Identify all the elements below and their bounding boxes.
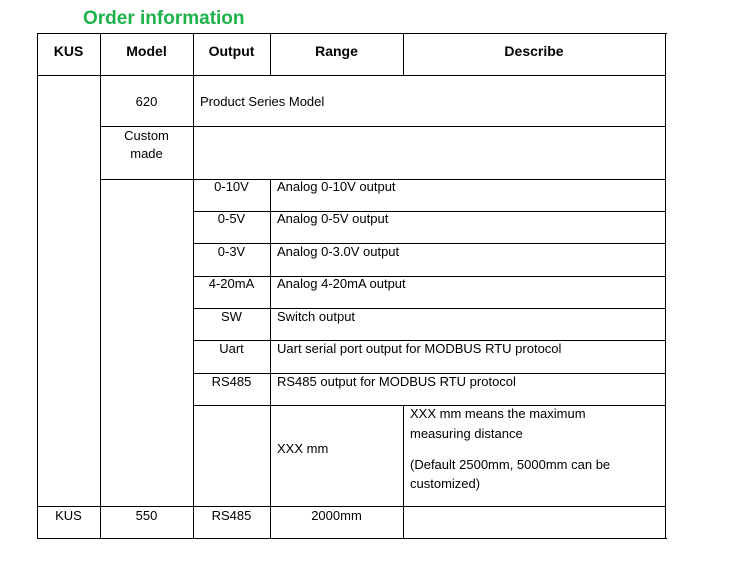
range-value: XXX mm (277, 441, 329, 456)
header-range: Range (315, 43, 358, 59)
header-model: Model (126, 43, 167, 59)
output-desc: Analog 4-20mA output (277, 276, 406, 291)
output-code: 0-10V (214, 179, 249, 194)
example-kus: KUS (55, 508, 82, 523)
header-kus: KUS (53, 43, 84, 59)
output-code: 0-3V (217, 244, 246, 259)
output-code: 0-5V (217, 211, 246, 226)
range-desc: XXX mm means the maximum measuring dista… (410, 406, 586, 441)
model-cell: 620 (135, 94, 158, 109)
example-range: 2000mm (311, 508, 362, 523)
output-code: 4-20mA (208, 276, 255, 291)
output-desc: RS485 output for MODBUS RTU protocol (277, 374, 516, 389)
output-code: RS485 (211, 374, 252, 389)
header-describe: Describe (504, 43, 564, 59)
header-output: Output (208, 43, 255, 59)
example-output: RS485 (211, 508, 252, 523)
output-desc: Uart serial port output for MODBUS RTU p… (277, 341, 562, 356)
output-code: Uart (219, 341, 244, 356)
page-title: Order information (83, 8, 245, 29)
model-describe: Product Series Model (200, 94, 325, 109)
range-desc-default: (Default 2500mm, 5000mm can be customize… (410, 457, 611, 491)
output-desc: Analog 0-3.0V output (277, 244, 400, 259)
example-model: 550 (135, 508, 158, 523)
output-desc: Switch output (277, 309, 356, 324)
output-desc: Analog 0-5V output (277, 211, 389, 226)
output-code: SW (221, 309, 242, 324)
output-desc: Analog 0-10V output (277, 179, 396, 194)
model-cell: Custom made (124, 128, 169, 161)
